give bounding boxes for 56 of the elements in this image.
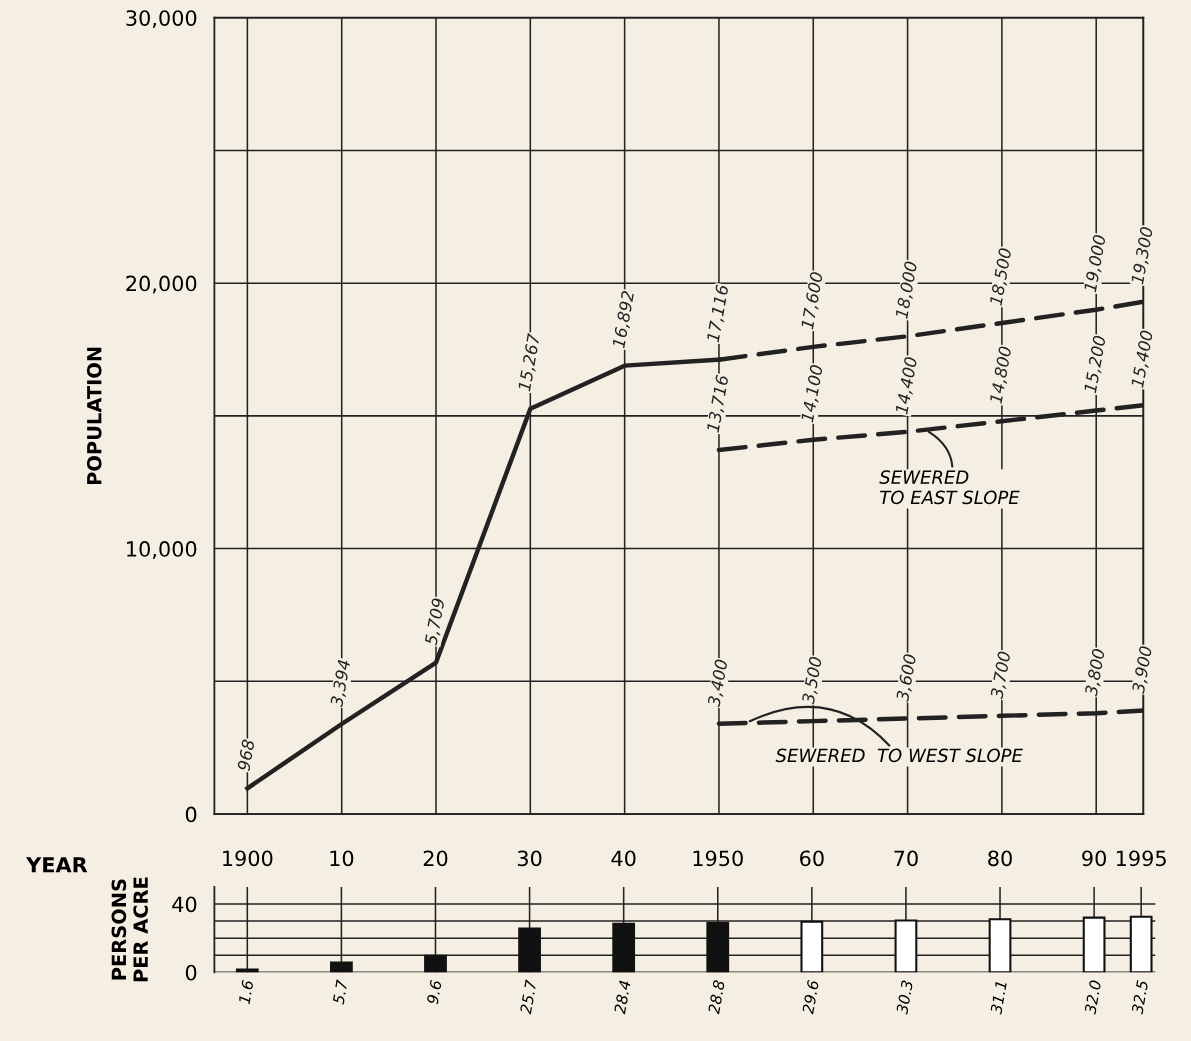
data-label: 17,116 <box>706 284 731 343</box>
data-label: 1.6 <box>238 979 254 1005</box>
data-label: 13,716 <box>706 374 731 433</box>
data-label: 3,600 <box>895 653 919 703</box>
data-label: 9.6 <box>426 979 442 1005</box>
y-tick-label: 0 <box>185 964 197 981</box>
data-label: 3,800 <box>1084 648 1107 697</box>
data-label: 32.0 <box>1084 979 1102 1015</box>
y-axis-title: POPULATION <box>86 347 102 485</box>
data-label: 15,267 <box>517 332 542 392</box>
data-label: 14,800 <box>989 345 1014 405</box>
data-label: 14,400 <box>895 356 919 415</box>
x-tick-label: 40 <box>611 850 636 867</box>
data-label: 30.3 <box>895 980 914 1015</box>
data-label: 5,709 <box>424 597 447 646</box>
data-label: 5.7 <box>332 979 348 1005</box>
data-label: 15,200 <box>1083 335 1108 394</box>
annotation: SEWERED TO WEST SLOPE <box>775 748 1023 763</box>
y-tick-label: 40 <box>172 896 197 913</box>
x-tick-label: 30 <box>517 850 542 867</box>
data-label: 32.5 <box>1131 980 1149 1015</box>
y-tick-label: 0 <box>185 806 197 823</box>
x-axis-title: YEAR <box>26 857 88 873</box>
data-label: 3,400 <box>707 658 730 708</box>
data-label: 19,000 <box>1083 234 1108 293</box>
x-tick-label: 20 <box>423 850 448 867</box>
data-label: 3,900 <box>1131 645 1154 695</box>
y-tick-label: 30,000 <box>126 10 197 29</box>
y-tick-label: 20,000 <box>126 275 197 294</box>
data-label: 16,892 <box>612 290 636 349</box>
data-label: 19,300 <box>1130 226 1155 285</box>
data-label: 968 <box>237 739 255 772</box>
data-label: 15,400 <box>1130 329 1155 389</box>
data-label: 14,100 <box>800 364 825 423</box>
x-tick-label: 1900 <box>223 850 273 867</box>
x-tick-label: 80 <box>988 850 1012 867</box>
y-axis-title: PERSONS PER ACRE <box>111 877 148 982</box>
data-label: 29.6 <box>801 979 820 1015</box>
x-tick-label: 1950 <box>693 850 743 867</box>
x-tick-label: 10 <box>330 850 354 867</box>
y-tick-label: 10,000 <box>127 541 197 559</box>
x-tick-label: 60 <box>800 850 824 867</box>
data-label: 18,500 <box>989 247 1014 306</box>
data-label: 17,600 <box>800 271 825 330</box>
x-tick-label: 1995 <box>1116 850 1166 867</box>
data-label: 3,394 <box>329 659 353 708</box>
data-label: 18,000 <box>895 260 919 320</box>
data-label: 25.7 <box>519 979 537 1015</box>
data-label: 28.4 <box>613 980 631 1015</box>
annotation: SEWERED TO EAST SLOPE <box>879 470 1020 505</box>
x-tick-label: 70 <box>894 850 918 867</box>
data-label: 3,500 <box>801 656 824 705</box>
data-label: 31.1 <box>990 981 1007 1015</box>
data-label: 28.8 <box>707 979 725 1015</box>
x-tick-label: 90 <box>1082 850 1106 867</box>
data-label: 3,700 <box>990 651 1013 700</box>
